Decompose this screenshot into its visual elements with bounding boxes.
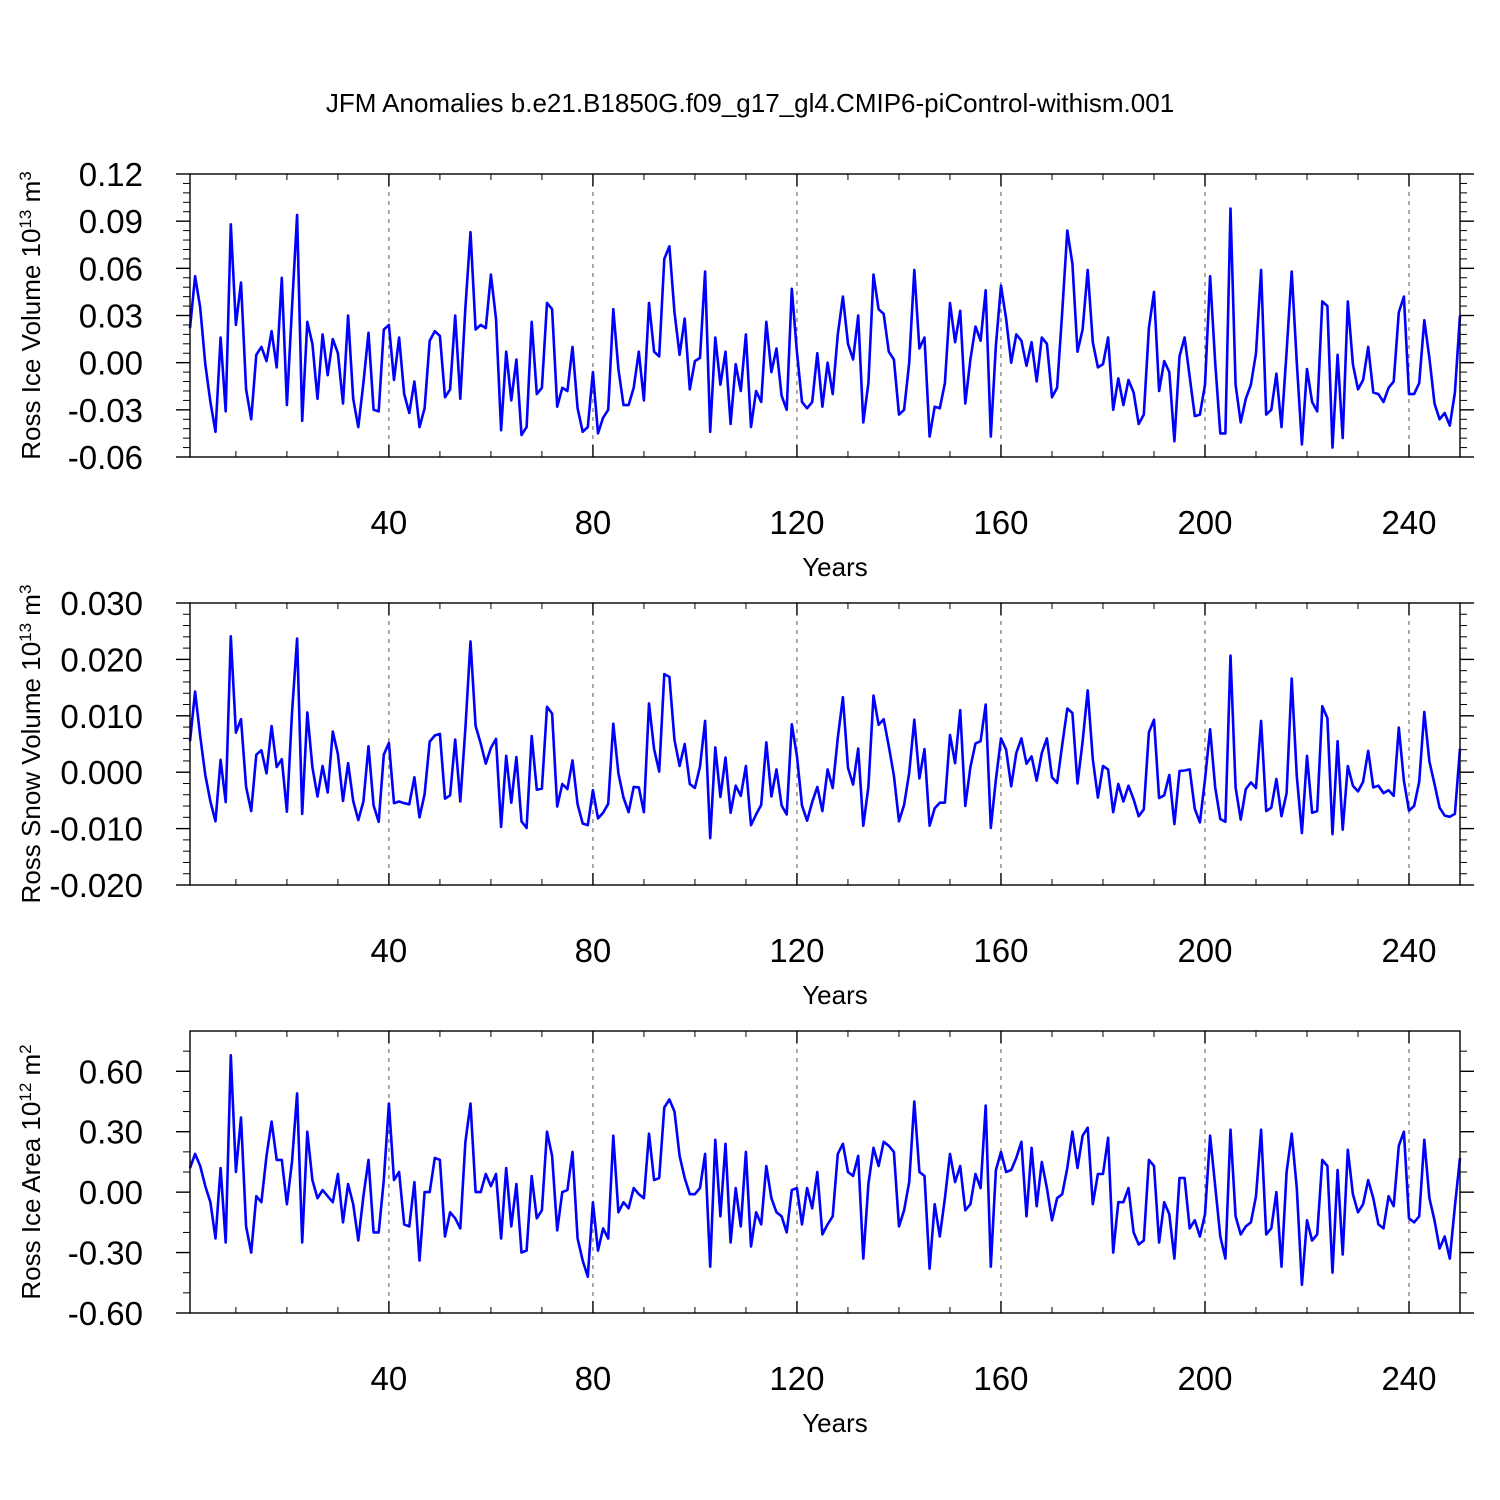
x-tick-label: 120 bbox=[769, 932, 824, 969]
panel-ice-area: 40 80 120 160 200 240 -0.60 -0.30 0.00 0.30 0.60 Ye… bbox=[16, 1030, 1474, 1438]
x-tick-label: 120 bbox=[769, 504, 824, 541]
y-tick-label: 0.30 bbox=[79, 1114, 143, 1151]
x-tick-label: 40 bbox=[371, 504, 408, 541]
x-tick-label: 200 bbox=[1177, 1360, 1232, 1397]
y-tick-label: 0.03 bbox=[79, 298, 143, 335]
x-tick-label: 240 bbox=[1381, 1360, 1436, 1397]
x-tick-label: 240 bbox=[1381, 504, 1436, 541]
x-tick-label: 120 bbox=[769, 1360, 824, 1397]
y-tick-label: -0.30 bbox=[68, 1235, 143, 1272]
x-axis-title: Years bbox=[802, 980, 868, 1010]
x-tick-label: 40 bbox=[371, 1360, 408, 1397]
series-line bbox=[188, 207, 1462, 449]
y-axis-title: Ross Snow Volume 1013 m3 bbox=[16, 585, 47, 904]
figure-title: JFM Anomalies b.e21.B1850G.f09_g17_gl4.C… bbox=[325, 88, 1175, 118]
x-tick-label: 80 bbox=[575, 504, 612, 541]
series-line bbox=[188, 634, 1462, 840]
plot-frame bbox=[189, 602, 1461, 886]
x-tick-label: 240 bbox=[1381, 932, 1436, 969]
y-axis-title: Ross Ice Volume 1013 m3 bbox=[16, 171, 47, 460]
y-tick-label: 0.00 bbox=[79, 1174, 143, 1211]
x-axis-title: Years bbox=[802, 1408, 868, 1438]
y-axis-title: Ross Ice Area 1012 m2 bbox=[16, 1044, 47, 1299]
y-tick-label: 0.60 bbox=[79, 1053, 143, 1090]
x-tick-label: 160 bbox=[973, 504, 1028, 541]
y-tick-label: 0.020 bbox=[60, 641, 143, 678]
y-tick-label: 0.09 bbox=[79, 203, 143, 240]
panel-ice-volume: 40 80 120 160 200 240 -0.06 -0.03 0.00 0.03 0.06 0.… bbox=[16, 156, 1474, 582]
y-tick-label: -0.60 bbox=[68, 1295, 143, 1332]
x-tick-label: 80 bbox=[575, 932, 612, 969]
plot-frame bbox=[189, 1030, 1461, 1314]
x-tick-label: 80 bbox=[575, 1360, 612, 1397]
x-tick-label: 160 bbox=[973, 932, 1028, 969]
y-tick-label: 0.030 bbox=[60, 585, 143, 622]
x-tick-label: 200 bbox=[1177, 932, 1232, 969]
panel-snow-volume: 40 80 120 160 200 240 -0.020 -0.010 0.000 0.010 0.… bbox=[16, 585, 1474, 1010]
y-tick-label: -0.020 bbox=[49, 867, 143, 904]
y-tick-label: 0.00 bbox=[79, 345, 143, 382]
x-axis-title: Years bbox=[802, 552, 868, 582]
y-tick-label: 0.06 bbox=[79, 250, 143, 287]
y-tick-label: 0.010 bbox=[60, 698, 143, 735]
y-tick-label: -0.010 bbox=[49, 811, 143, 848]
y-tick-label: -0.06 bbox=[68, 439, 143, 476]
y-tick-label: 0.12 bbox=[79, 156, 143, 193]
x-tick-label: 160 bbox=[973, 1360, 1028, 1397]
y-tick-label: 0.000 bbox=[60, 754, 143, 791]
y-tick-label: -0.03 bbox=[68, 392, 143, 429]
plot-frame bbox=[189, 173, 1461, 458]
x-tick-label: 40 bbox=[371, 932, 408, 969]
x-tick-label: 200 bbox=[1177, 504, 1232, 541]
series-line bbox=[188, 1053, 1462, 1287]
